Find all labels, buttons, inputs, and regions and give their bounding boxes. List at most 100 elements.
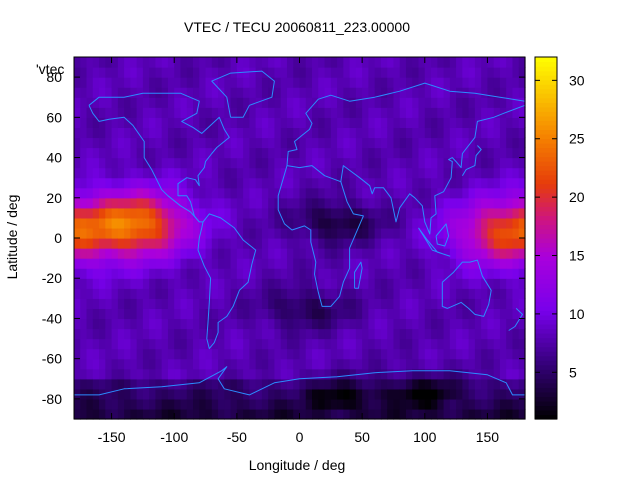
heatmap-cell xyxy=(80,268,88,279)
heatmap-cell xyxy=(456,378,463,390)
heatmap-cell xyxy=(437,308,445,320)
heatmap-cell xyxy=(499,107,507,118)
heatmap-cell xyxy=(255,97,263,108)
heatmap-cell xyxy=(349,298,357,309)
heatmap-cell xyxy=(293,147,301,159)
heatmap-cell xyxy=(312,328,319,340)
heatmap-cell xyxy=(255,278,263,289)
heatmap-cell xyxy=(280,368,288,380)
heatmap-cell xyxy=(124,388,131,400)
heatmap-cell xyxy=(155,358,163,370)
heatmap-cell xyxy=(286,368,294,380)
heatmap-cell xyxy=(268,308,276,320)
heatmap-cell xyxy=(111,358,119,370)
y-tick-label: 60 xyxy=(46,109,62,125)
heatmap-cell xyxy=(117,258,125,269)
heatmap-cell xyxy=(136,308,144,320)
heatmap-cell xyxy=(405,398,413,410)
heatmap-cell xyxy=(343,318,351,330)
heatmap-cell xyxy=(205,348,213,360)
heatmap-cell xyxy=(368,177,376,189)
heatmap-cell xyxy=(199,147,207,159)
heatmap-cell xyxy=(487,398,495,410)
heatmap-cell xyxy=(355,97,363,108)
heatmap-cell xyxy=(305,97,313,108)
heatmap-cell xyxy=(380,408,388,420)
heatmap-cell xyxy=(305,248,313,259)
heatmap-cell xyxy=(130,348,138,360)
heatmap-cell xyxy=(111,97,119,108)
heatmap-cell xyxy=(443,67,451,78)
heatmap-cell xyxy=(274,278,282,289)
heatmap-cell xyxy=(424,358,432,370)
heatmap-cell xyxy=(80,328,88,340)
heatmap-cell xyxy=(481,238,489,249)
heatmap-cell xyxy=(99,398,106,410)
heatmap-cell xyxy=(255,117,263,128)
heatmap-cell xyxy=(74,378,81,390)
heatmap-cell xyxy=(468,358,476,370)
heatmap-cell xyxy=(80,67,88,78)
heatmap-cell xyxy=(161,57,169,68)
heatmap-cell xyxy=(506,157,514,169)
heatmap-cell xyxy=(399,308,407,320)
heatmap-cell xyxy=(299,147,307,159)
heatmap-cell xyxy=(274,67,282,78)
heatmap-cell xyxy=(349,77,357,88)
heatmap-cell xyxy=(318,217,326,229)
heatmap-cell xyxy=(186,227,194,239)
heatmap-cell xyxy=(305,358,313,370)
heatmap-cell xyxy=(462,328,470,340)
heatmap-cell xyxy=(86,147,94,159)
heatmap-cell xyxy=(324,167,332,179)
heatmap-cell xyxy=(481,77,489,88)
heatmap-cell xyxy=(355,207,363,219)
heatmap-cell xyxy=(236,398,244,410)
heatmap-cell xyxy=(236,338,244,350)
heatmap-cell xyxy=(337,338,344,350)
heatmap-cell xyxy=(224,187,232,199)
heatmap-cell xyxy=(468,97,476,108)
heatmap-cell xyxy=(449,238,457,249)
heatmap-cell xyxy=(506,87,514,98)
heatmap-cell xyxy=(205,197,213,209)
heatmap-cell xyxy=(199,338,207,350)
heatmap-cell xyxy=(343,278,351,289)
heatmap-cell xyxy=(418,378,426,390)
heatmap-cell xyxy=(205,227,213,239)
heatmap-cell xyxy=(399,157,407,169)
heatmap-cell xyxy=(167,378,175,390)
heatmap-cell xyxy=(305,368,313,380)
heatmap-cell xyxy=(130,97,138,108)
heatmap-cell xyxy=(86,107,94,118)
heatmap-cell xyxy=(481,87,489,98)
heatmap-cell xyxy=(399,57,407,68)
heatmap-cell xyxy=(431,157,438,169)
heatmap-cell xyxy=(349,57,357,68)
heatmap-cell xyxy=(318,318,326,330)
heatmap-cell xyxy=(374,77,382,88)
heatmap-cell xyxy=(180,238,188,249)
heatmap-cell xyxy=(261,248,269,259)
heatmap-cell xyxy=(431,227,438,239)
heatmap-cell xyxy=(293,348,301,360)
heatmap-cell xyxy=(305,268,313,279)
heatmap-cell xyxy=(167,388,175,400)
heatmap-cell xyxy=(111,388,119,400)
heatmap-cell xyxy=(105,408,113,420)
heatmap-cell xyxy=(186,348,194,360)
heatmap-cell xyxy=(412,177,420,189)
heatmap-cell xyxy=(180,358,188,370)
heatmap-cell xyxy=(149,197,157,209)
heatmap-cell xyxy=(161,67,169,78)
heatmap-cell xyxy=(286,157,294,169)
heatmap-cell xyxy=(449,97,457,108)
heatmap-cell xyxy=(368,378,376,390)
heatmap-cell xyxy=(80,177,88,189)
heatmap-cell xyxy=(299,348,307,360)
heatmap-cell xyxy=(255,67,263,78)
heatmap-cell xyxy=(462,268,470,279)
heatmap-cell xyxy=(224,358,232,370)
heatmap-cell xyxy=(74,288,81,299)
heatmap-cell xyxy=(305,338,313,350)
